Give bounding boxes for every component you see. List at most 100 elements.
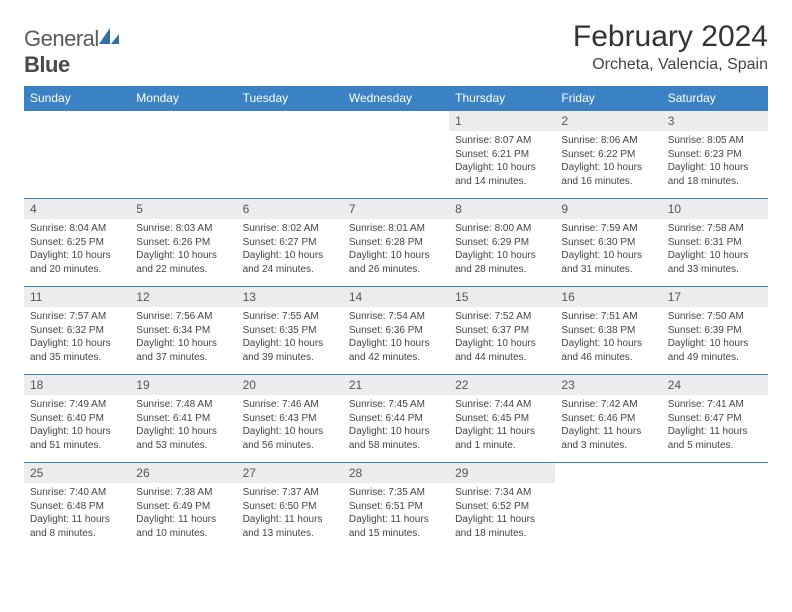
day-details: Sunrise: 7:40 AMSunset: 6:48 PMDaylight:… [24, 483, 130, 546]
calendar-row: 25Sunrise: 7:40 AMSunset: 6:48 PMDayligh… [24, 463, 768, 551]
day-number: 18 [24, 375, 130, 395]
calendar-cell [130, 111, 236, 199]
calendar-cell: 8Sunrise: 8:00 AMSunset: 6:29 PMDaylight… [449, 199, 555, 287]
calendar-cell: 5Sunrise: 8:03 AMSunset: 6:26 PMDaylight… [130, 199, 236, 287]
day-number: 10 [662, 199, 768, 219]
day-details: Sunrise: 7:42 AMSunset: 6:46 PMDaylight:… [555, 395, 661, 458]
calendar-cell [555, 463, 661, 551]
day-number: 28 [343, 463, 449, 483]
day-number: 7 [343, 199, 449, 219]
weekday-header: Friday [555, 86, 661, 111]
day-number: 12 [130, 287, 236, 307]
day-details: Sunrise: 7:57 AMSunset: 6:32 PMDaylight:… [24, 307, 130, 370]
day-details: Sunrise: 7:48 AMSunset: 6:41 PMDaylight:… [130, 395, 236, 458]
day-number: 11 [24, 287, 130, 307]
day-details: Sunrise: 8:05 AMSunset: 6:23 PMDaylight:… [662, 131, 768, 194]
day-details: Sunrise: 7:51 AMSunset: 6:38 PMDaylight:… [555, 307, 661, 370]
day-number: 22 [449, 375, 555, 395]
day-number: 24 [662, 375, 768, 395]
calendar-cell: 2Sunrise: 8:06 AMSunset: 6:22 PMDaylight… [555, 111, 661, 199]
day-details: Sunrise: 7:59 AMSunset: 6:30 PMDaylight:… [555, 219, 661, 282]
day-number: 14 [343, 287, 449, 307]
day-details: Sunrise: 8:00 AMSunset: 6:29 PMDaylight:… [449, 219, 555, 282]
calendar-cell: 4Sunrise: 8:04 AMSunset: 6:25 PMDaylight… [24, 199, 130, 287]
brand-word2: Blue [24, 52, 70, 77]
day-number: 3 [662, 111, 768, 131]
calendar-cell: 15Sunrise: 7:52 AMSunset: 6:37 PMDayligh… [449, 287, 555, 375]
day-number: 29 [449, 463, 555, 483]
brand-text: GeneralBlue [24, 26, 121, 78]
calendar-cell: 9Sunrise: 7:59 AMSunset: 6:30 PMDaylight… [555, 199, 661, 287]
day-details: Sunrise: 7:58 AMSunset: 6:31 PMDaylight:… [662, 219, 768, 282]
calendar-cell: 3Sunrise: 8:05 AMSunset: 6:23 PMDaylight… [662, 111, 768, 199]
calendar-cell: 19Sunrise: 7:48 AMSunset: 6:41 PMDayligh… [130, 375, 236, 463]
calendar-cell: 11Sunrise: 7:57 AMSunset: 6:32 PMDayligh… [24, 287, 130, 375]
day-number: 9 [555, 199, 661, 219]
calendar-cell: 20Sunrise: 7:46 AMSunset: 6:43 PMDayligh… [237, 375, 343, 463]
day-details: Sunrise: 7:54 AMSunset: 6:36 PMDaylight:… [343, 307, 449, 370]
weekday-header: Sunday [24, 86, 130, 111]
day-details: Sunrise: 7:41 AMSunset: 6:47 PMDaylight:… [662, 395, 768, 458]
day-number: 27 [237, 463, 343, 483]
day-details: Sunrise: 7:52 AMSunset: 6:37 PMDaylight:… [449, 307, 555, 370]
day-number: 13 [237, 287, 343, 307]
calendar-cell: 17Sunrise: 7:50 AMSunset: 6:39 PMDayligh… [662, 287, 768, 375]
calendar-cell: 10Sunrise: 7:58 AMSunset: 6:31 PMDayligh… [662, 199, 768, 287]
weekday-header: Thursday [449, 86, 555, 111]
calendar-cell: 24Sunrise: 7:41 AMSunset: 6:47 PMDayligh… [662, 375, 768, 463]
weekday-header: Saturday [662, 86, 768, 111]
day-number: 25 [24, 463, 130, 483]
title-block: February 2024 Orcheta, Valencia, Spain [573, 20, 768, 74]
calendar-row: 18Sunrise: 7:49 AMSunset: 6:40 PMDayligh… [24, 375, 768, 463]
calendar-cell: 23Sunrise: 7:42 AMSunset: 6:46 PMDayligh… [555, 375, 661, 463]
day-number: 5 [130, 199, 236, 219]
calendar-header: SundayMondayTuesdayWednesdayThursdayFrid… [24, 86, 768, 111]
day-details: Sunrise: 7:37 AMSunset: 6:50 PMDaylight:… [237, 483, 343, 546]
calendar-cell: 26Sunrise: 7:38 AMSunset: 6:49 PMDayligh… [130, 463, 236, 551]
day-number: 17 [662, 287, 768, 307]
calendar-cell: 16Sunrise: 7:51 AMSunset: 6:38 PMDayligh… [555, 287, 661, 375]
calendar-cell: 22Sunrise: 7:44 AMSunset: 6:45 PMDayligh… [449, 375, 555, 463]
calendar-cell: 21Sunrise: 7:45 AMSunset: 6:44 PMDayligh… [343, 375, 449, 463]
page-title: February 2024 [573, 20, 768, 54]
calendar-cell: 6Sunrise: 8:02 AMSunset: 6:27 PMDaylight… [237, 199, 343, 287]
location-label: Orcheta, Valencia, Spain [573, 56, 768, 74]
day-details: Sunrise: 7:50 AMSunset: 6:39 PMDaylight:… [662, 307, 768, 370]
calendar-cell: 12Sunrise: 7:56 AMSunset: 6:34 PMDayligh… [130, 287, 236, 375]
weekday-header: Wednesday [343, 86, 449, 111]
calendar-cell: 28Sunrise: 7:35 AMSunset: 6:51 PMDayligh… [343, 463, 449, 551]
day-number: 4 [24, 199, 130, 219]
day-details: Sunrise: 7:55 AMSunset: 6:35 PMDaylight:… [237, 307, 343, 370]
day-details: Sunrise: 7:49 AMSunset: 6:40 PMDaylight:… [24, 395, 130, 458]
day-details: Sunrise: 8:03 AMSunset: 6:26 PMDaylight:… [130, 219, 236, 282]
day-number: 20 [237, 375, 343, 395]
calendar-cell: 25Sunrise: 7:40 AMSunset: 6:48 PMDayligh… [24, 463, 130, 551]
calendar-row: 4Sunrise: 8:04 AMSunset: 6:25 PMDaylight… [24, 199, 768, 287]
calendar-body: 1Sunrise: 8:07 AMSunset: 6:21 PMDaylight… [24, 111, 768, 551]
day-details: Sunrise: 7:34 AMSunset: 6:52 PMDaylight:… [449, 483, 555, 546]
day-details: Sunrise: 8:06 AMSunset: 6:22 PMDaylight:… [555, 131, 661, 194]
weekday-header: Monday [130, 86, 236, 111]
day-details: Sunrise: 7:45 AMSunset: 6:44 PMDaylight:… [343, 395, 449, 458]
day-number: 19 [130, 375, 236, 395]
day-details: Sunrise: 7:44 AMSunset: 6:45 PMDaylight:… [449, 395, 555, 458]
calendar-cell: 14Sunrise: 7:54 AMSunset: 6:36 PMDayligh… [343, 287, 449, 375]
calendar-cell [24, 111, 130, 199]
calendar-cell: 18Sunrise: 7:49 AMSunset: 6:40 PMDayligh… [24, 375, 130, 463]
weekday-header: Tuesday [237, 86, 343, 111]
day-number: 8 [449, 199, 555, 219]
day-details: Sunrise: 8:02 AMSunset: 6:27 PMDaylight:… [237, 219, 343, 282]
calendar-cell: 27Sunrise: 7:37 AMSunset: 6:50 PMDayligh… [237, 463, 343, 551]
calendar-row: 11Sunrise: 7:57 AMSunset: 6:32 PMDayligh… [24, 287, 768, 375]
calendar-cell: 29Sunrise: 7:34 AMSunset: 6:52 PMDayligh… [449, 463, 555, 551]
day-number: 16 [555, 287, 661, 307]
day-details: Sunrise: 7:56 AMSunset: 6:34 PMDaylight:… [130, 307, 236, 370]
calendar-cell: 7Sunrise: 8:01 AMSunset: 6:28 PMDaylight… [343, 199, 449, 287]
day-details: Sunrise: 7:35 AMSunset: 6:51 PMDaylight:… [343, 483, 449, 546]
calendar-cell: 1Sunrise: 8:07 AMSunset: 6:21 PMDaylight… [449, 111, 555, 199]
day-number: 15 [449, 287, 555, 307]
day-details: Sunrise: 8:01 AMSunset: 6:28 PMDaylight:… [343, 219, 449, 282]
day-details: Sunrise: 8:04 AMSunset: 6:25 PMDaylight:… [24, 219, 130, 282]
calendar-row: 1Sunrise: 8:07 AMSunset: 6:21 PMDaylight… [24, 111, 768, 199]
day-number: 1 [449, 111, 555, 131]
